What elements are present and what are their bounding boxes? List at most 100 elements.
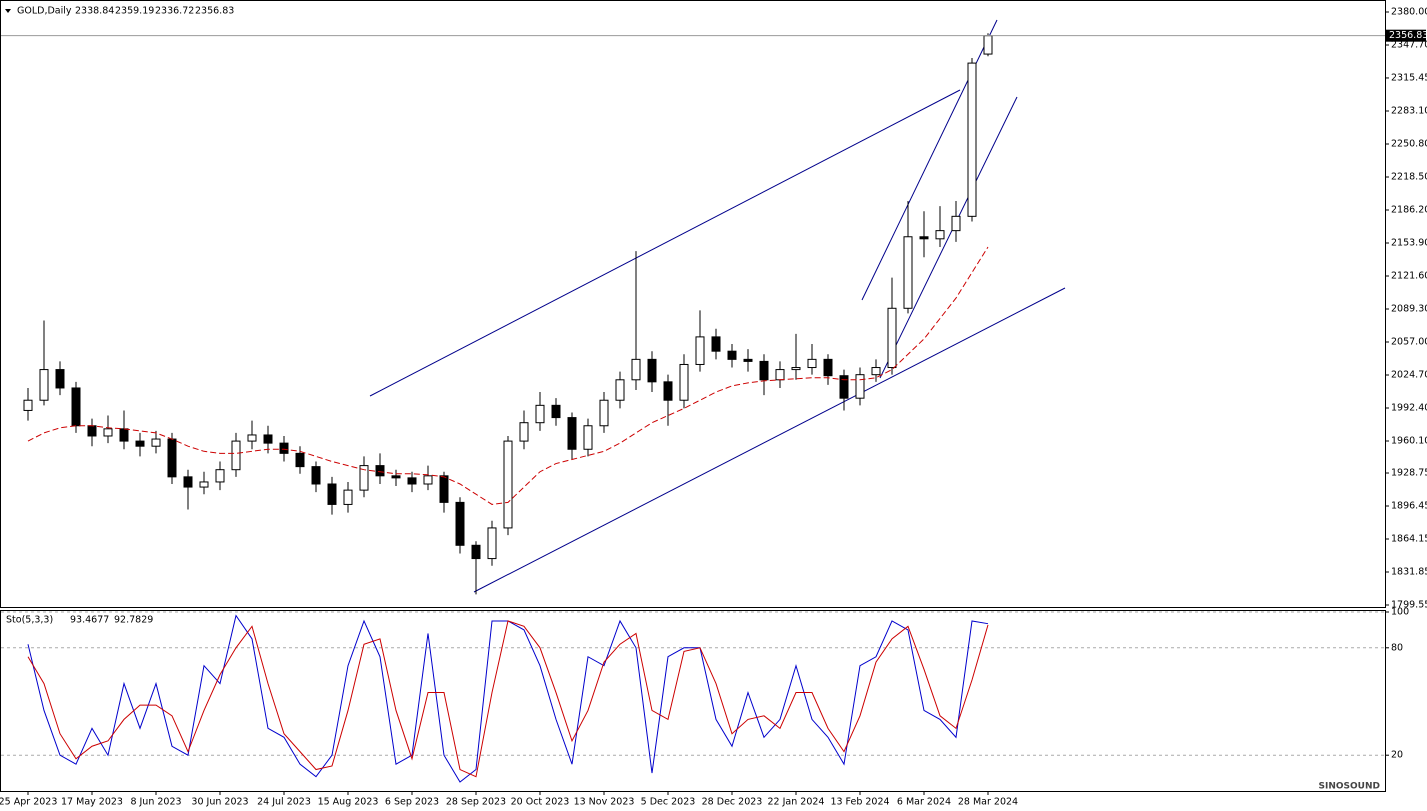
indicator-line (27, 620, 989, 778)
candle-body (183, 476, 193, 488)
x-tick-label: 28 Mar 2024 (958, 797, 1018, 808)
candle-body (743, 358, 753, 362)
candle-body (967, 62, 977, 217)
candle-body (807, 358, 817, 369)
candle-body (567, 417, 577, 450)
candle-body (935, 230, 945, 240)
candle-body (919, 236, 929, 240)
candle-body (343, 489, 353, 505)
y-tick-label: 2250.80 (1391, 139, 1427, 150)
chart-title: GOLD,Daily (17, 6, 72, 17)
x-tick-label: 30 Jun 2023 (191, 797, 248, 808)
candle-body (727, 350, 737, 360)
candle-body (151, 438, 161, 447)
indicator-main: 93.4677 (70, 615, 109, 626)
last-price-label: 2356.83 (1389, 30, 1427, 41)
y-tick-label: 2380.00 (1391, 7, 1427, 18)
y-tick-label: 2347.70 (1391, 40, 1427, 51)
candle-body (231, 440, 241, 471)
y-tick-label: 2153.90 (1391, 237, 1427, 248)
x-tick-label: 6 Mar 2024 (897, 797, 951, 808)
x-tick-label: 5 Dec 2023 (641, 797, 696, 808)
candle-body (839, 375, 849, 399)
candle-body (199, 481, 209, 488)
candle-body (503, 440, 513, 529)
y-tick-label: 1831.85 (1391, 567, 1427, 578)
candle-body (615, 379, 625, 401)
x-tick-label: 13 Nov 2023 (574, 797, 635, 808)
candle-body (167, 438, 177, 478)
candle-body (247, 434, 257, 442)
candle-body (951, 215, 961, 232)
candle-body (375, 465, 385, 477)
candle-body (775, 369, 785, 381)
candle-body (679, 363, 689, 401)
candle-body (871, 367, 881, 376)
candle-body (983, 35, 993, 55)
stochastic-panel (0, 610, 1386, 792)
x-tick-label: 22 Jan 2024 (768, 797, 825, 808)
watermark: SINOSOUND (1319, 782, 1380, 792)
header-close: 2356.83 (195, 6, 234, 17)
x-tick-label: 17 May 2023 (61, 797, 123, 808)
candle-body (103, 428, 113, 437)
y-tick-label: 1864.15 (1391, 534, 1427, 545)
y-tick-label: 20 (1391, 750, 1403, 761)
candle-body (87, 425, 97, 437)
candle-body (311, 466, 321, 485)
y-tick-label: 2024.70 (1391, 369, 1427, 380)
candle-body (487, 527, 497, 560)
header-low: 2336.72 (155, 6, 194, 17)
candle-body (887, 307, 897, 369)
candle-body (471, 544, 481, 560)
menu-arrow (5, 9, 11, 13)
x-tick-label: 15 Aug 2023 (318, 797, 379, 808)
candle-body (535, 404, 545, 424)
trend-line (369, 89, 961, 397)
y-tick-label: 100 (1391, 607, 1409, 618)
x-tick-label: 28 Dec 2023 (702, 797, 763, 808)
candle-body (407, 477, 417, 485)
candle-body (295, 452, 305, 468)
candle-body (583, 425, 593, 450)
candle-body (439, 475, 449, 503)
candle-body (391, 475, 401, 479)
candle-body (455, 501, 465, 546)
y-tick-label: 2057.00 (1391, 336, 1427, 347)
trend-lines (369, 19, 1066, 593)
x-tick-label: 28 Sep 2023 (446, 797, 506, 808)
candle-body (599, 399, 609, 427)
candle-body (71, 387, 81, 427)
candle-body (551, 404, 561, 419)
y-tick-label: 2218.50 (1391, 172, 1427, 183)
moving-average (27, 246, 989, 505)
trend-line (879, 96, 1018, 379)
y-tick-label: 2089.30 (1391, 303, 1427, 314)
trend-line (473, 287, 1066, 593)
candle-body (663, 381, 673, 401)
header-high: 2359.19 (115, 6, 154, 17)
y-tick-label: 1992.40 (1391, 402, 1427, 413)
candle-body (631, 358, 641, 381)
y-tick-label: 1799.55 (1391, 600, 1427, 611)
y-tick-label: 1960.10 (1391, 435, 1427, 446)
candle-body (759, 360, 769, 381)
x-tick-label: 13 Feb 2024 (830, 797, 889, 808)
candle-body (23, 399, 33, 411)
candle-body (519, 422, 529, 442)
candle-body (647, 358, 657, 383)
indicator-title: Sto(5,3,3) (6, 615, 53, 626)
y-tick-label: 1896.45 (1391, 501, 1427, 512)
candle-body (903, 236, 913, 309)
candle-body (119, 428, 129, 442)
candle-body (135, 440, 145, 447)
main-panel (0, 0, 1386, 608)
last-price-box (1386, 29, 1426, 42)
x-tick-label: 8 Jun 2023 (130, 797, 181, 808)
candle-body (279, 442, 289, 454)
candle-body (823, 358, 833, 377)
indicator-signal: 92.7829 (114, 615, 153, 626)
y-tick-label: 2315.45 (1391, 72, 1427, 83)
